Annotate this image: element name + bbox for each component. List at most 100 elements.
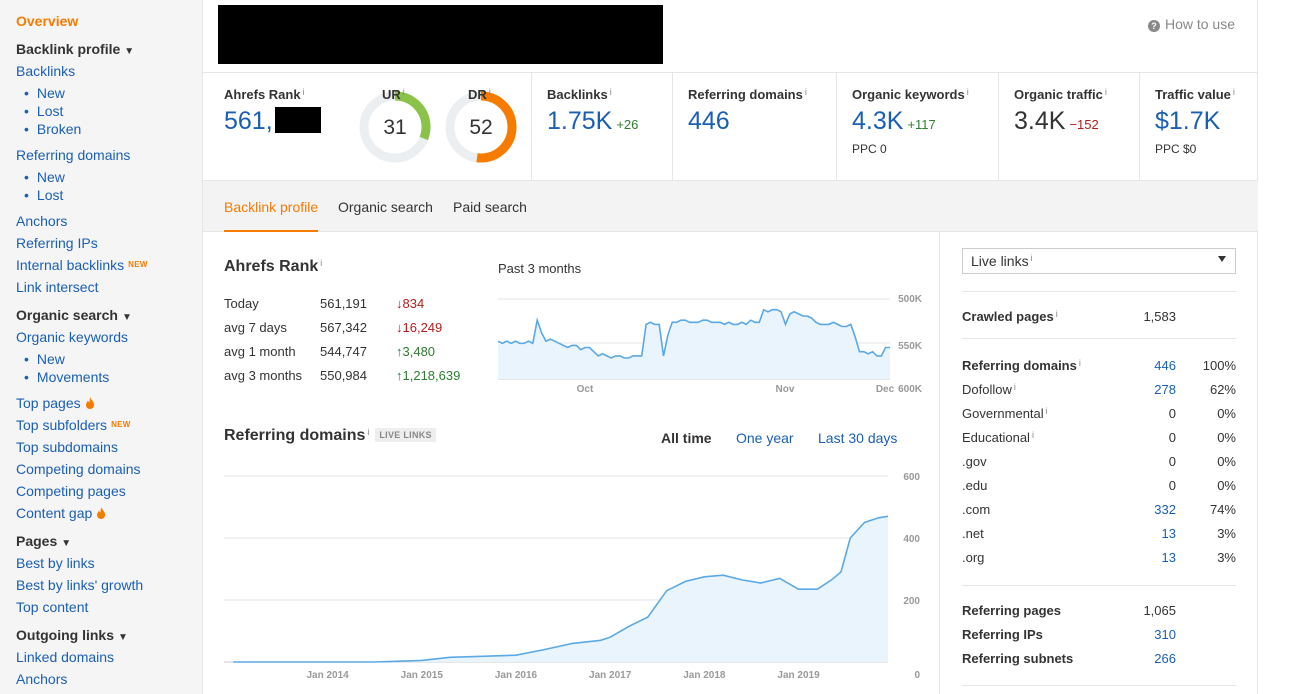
sidebar-item-label: Top pages [16, 395, 81, 411]
x-tick-label: Nov [776, 384, 795, 395]
sidebar-section-label: Pages [16, 533, 58, 549]
stat-row: .edu 0 0% [962, 478, 1236, 494]
sidebar-item-top-subfolders[interactable]: Top subfolders NEW [16, 417, 131, 433]
sidebar-section-organic-search[interactable]: Organic search ▼ [16, 307, 132, 326]
x-axis-labels: Jan 2014 Jan 2015 Jan 2016 Jan 2017 Jan 2018… [306, 670, 820, 681]
sidebar-item-content-gap[interactable]: Content gap [16, 505, 106, 521]
sidebar-item-anchors[interactable]: Anchors [16, 213, 68, 229]
range-one-year[interactable]: One year [736, 430, 794, 446]
section-title-text: Referring domains [224, 427, 366, 444]
stat-label: Governmental i [962, 406, 1048, 421]
sidebar-section-outgoing-links[interactable]: Outgoing links ▼ [16, 627, 128, 646]
sidebar-item-top-content[interactable]: Top content [16, 599, 89, 615]
metric-referring-domains[interactable]: Referring domains i 446 [673, 73, 837, 181]
stat-value[interactable]: 13 [1161, 550, 1176, 565]
sidebar-item-backlinks[interactable]: Backlinks [16, 63, 76, 79]
tab-paid-search[interactable]: Paid search [453, 199, 527, 215]
tab-organic-search[interactable]: Organic search [338, 199, 433, 215]
fire-icon [97, 507, 106, 519]
sidebar-item-linked-domains[interactable]: Linked domains [16, 649, 115, 665]
sidebar-item-label: Internal backlinks [16, 257, 125, 273]
metric-ur-dr: 31 52 UR i DR i [344, 73, 532, 181]
sidebar-item-rd-lost[interactable]: Lost [24, 187, 63, 203]
stat-value[interactable]: 446 [1154, 358, 1176, 373]
sidebar-item-best-by-links[interactable]: Best by links [16, 555, 95, 571]
metric-sub: PPC 0 [852, 142, 887, 156]
sidebar-item-backlinks-new[interactable]: New [24, 85, 65, 101]
stat-crawled-pages: Crawled pages i 1,583 [962, 309, 1236, 325]
sidebar-item-organic-keywords[interactable]: Organic keywords [16, 329, 129, 345]
stat-value[interactable]: 332 [1154, 502, 1176, 517]
metric-organic-keywords[interactable]: Organic keywords i 4.3K +117 PPC 0 [837, 73, 999, 181]
sidebar-item-ok-new[interactable]: New [24, 351, 65, 367]
sidebar-item-competing-pages[interactable]: Competing pages [16, 483, 126, 499]
rank-value: 544,747 [320, 344, 367, 359]
stat-percent: 3% [1217, 550, 1236, 565]
ur-gauge[interactable]: 31 [359, 91, 431, 163]
stat-label-text: .net [962, 526, 984, 541]
sidebar-item-overview[interactable]: Overview [16, 13, 79, 29]
x-axis-labels: Oct Nov Dec [577, 384, 895, 395]
sidebar-item-out-anchors[interactable]: Anchors [16, 671, 68, 687]
sidebar-item-referring-domains[interactable]: Referring domains [16, 147, 131, 163]
stat-percent: 74% [1209, 502, 1236, 517]
dropdown-arrow-icon [1218, 256, 1226, 262]
stat-label: .gov [962, 454, 987, 469]
stat-label: .org [962, 550, 984, 565]
metric-sub: PPC $0 [1155, 142, 1197, 156]
info-icon: i [1078, 358, 1081, 368]
sidebar: Overview Backlink profile▼ Backlinks New… [0, 0, 203, 694]
y-axis-labels: 500K 550K 600K [898, 294, 923, 395]
metric-ahrefs-rank[interactable]: Ahrefs Rank i 561, [203, 73, 344, 181]
x-tick-label: Jan 2015 [401, 670, 444, 681]
stat-value[interactable]: 278 [1154, 382, 1176, 397]
info-icon: i [1031, 430, 1034, 440]
metric-backlinks[interactable]: Backlinks i 1.75K +26 [532, 73, 673, 181]
info-icon: i [1045, 406, 1048, 416]
stat-value[interactable]: 266 [1154, 651, 1176, 666]
sidebar-section-pages[interactable]: Pages ▼ [16, 533, 71, 552]
dr-gauge[interactable]: 52 [445, 91, 517, 163]
sidebar-section-label: Backlink profile [16, 41, 121, 57]
tab-backlink-profile[interactable]: Backlink profile [224, 199, 319, 232]
range-last-30-days[interactable]: Last 30 days [818, 430, 898, 446]
select-value: Live links [971, 253, 1029, 269]
sidebar-item-rd-new[interactable]: New [24, 169, 65, 185]
metrics-bar: Ahrefs Rank i 561, 31 52 UR i DR i Backlink [203, 72, 1258, 181]
metric-traffic-value[interactable]: Traffic value i $1.7K PPC $0 [1140, 73, 1258, 181]
chart-series-line [233, 515, 889, 663]
sidebar-item-referring-ips[interactable]: Referring IPs [16, 235, 98, 251]
sidebar-item-competing-domains[interactable]: Competing domains [16, 461, 141, 477]
section-tabs: Backlink profile Organic search Paid sea… [203, 181, 1258, 232]
stat-value[interactable]: 310 [1154, 627, 1176, 642]
range-all-time[interactable]: All time [661, 430, 712, 446]
sidebar-item-ok-movements[interactable]: Movements [24, 369, 109, 385]
ur-value: 31 [383, 116, 406, 139]
sidebar-item-top-subdomains[interactable]: Top subdomains [16, 439, 118, 455]
sidebar-item-best-by-links-growth[interactable]: Best by links' growth [16, 577, 144, 593]
sidebar-item-link-intersect[interactable]: Link intersect [16, 279, 99, 295]
live-links-select[interactable]: Live links i [962, 248, 1236, 274]
dr-gauge-arc [445, 91, 517, 163]
metric-label-text: Backlinks [547, 87, 608, 102]
ur-gauge-arc [359, 91, 431, 163]
sidebar-item-top-pages[interactable]: Top pages [16, 395, 95, 411]
x-tick-label: Dec [876, 384, 895, 395]
rank-value: 567,342 [320, 320, 367, 335]
chart-area-fill [224, 516, 888, 662]
how-to-use-link[interactable]: ? How to use [1147, 16, 1235, 32]
info-icon: i [320, 258, 323, 268]
sidebar-item-backlinks-lost[interactable]: Lost [24, 103, 63, 119]
stat-value[interactable]: 13 [1161, 526, 1176, 541]
sidebar-item-internal-backlinks[interactable]: Internal backlinks NEW [16, 257, 148, 273]
divider [962, 291, 1236, 292]
stat-label-text: Governmental [962, 406, 1044, 421]
rank-period: avg 1 month [224, 344, 296, 359]
metric-organic-traffic[interactable]: Organic traffic i 3.4K −152 [999, 73, 1140, 181]
ur-label-text: UR [382, 87, 401, 102]
sidebar-section-backlink-profile[interactable]: Backlink profile ▼ [16, 41, 134, 60]
stat-value: 0 [1168, 430, 1176, 445]
metric-value: 3.4K −152 [1014, 107, 1099, 136]
sidebar-item-backlinks-broken[interactable]: Broken [24, 121, 81, 137]
